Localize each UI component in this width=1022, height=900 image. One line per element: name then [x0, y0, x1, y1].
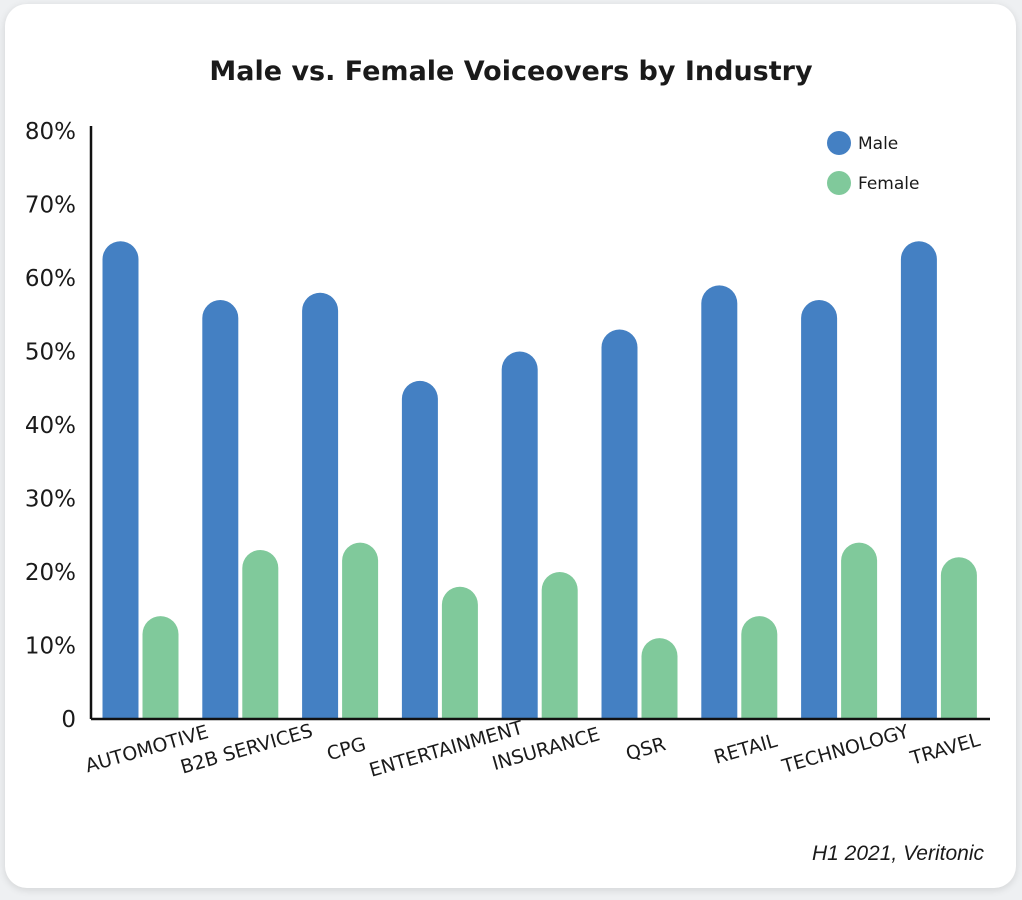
y-tick-label: 20%: [25, 560, 76, 586]
male-bar-insurance: [501, 351, 538, 719]
category-label: TRAVEL: [907, 729, 983, 770]
male-bar-travel: [900, 241, 937, 719]
category-label: TECHNOLOGY: [779, 721, 912, 779]
legend: Male Female: [827, 131, 919, 195]
category-label: CPG: [324, 733, 368, 765]
male-bar-technology: [801, 300, 838, 719]
male-bar-qsr: [601, 329, 638, 719]
source-note: H1 2021, Veritonic: [812, 842, 984, 865]
female-bar-cpg: [342, 542, 379, 719]
male-bar-automotive: [102, 241, 139, 719]
bars-layer: [102, 241, 977, 719]
y-tick-label: 0: [61, 707, 76, 733]
y-tick-label: 50%: [25, 340, 76, 366]
y-tick-label: 60%: [25, 266, 76, 292]
category-label: RETAIL: [712, 730, 780, 769]
female-bar-b2b-services: [242, 549, 279, 719]
male-bar-entertainment: [401, 380, 438, 719]
male-bar-b2b-services: [202, 300, 239, 719]
y-tick-label: 30%: [25, 487, 76, 513]
male-bar-retail: [701, 285, 738, 719]
female-bar-entertainment: [441, 586, 478, 719]
legend-female-swatch: [827, 171, 851, 195]
female-bar-technology: [841, 542, 878, 719]
female-bar-travel: [940, 557, 977, 719]
category-label: QSR: [623, 733, 668, 765]
legend-female-label: Female: [858, 174, 919, 194]
female-bar-qsr: [641, 638, 678, 719]
female-bar-retail: [741, 616, 778, 719]
female-bar-insurance: [541, 572, 578, 719]
y-axis-ticks: 0 10% 20% 30% 40% 50% 60% 70% 80%: [25, 119, 76, 733]
chart-title: Male vs. Female Voiceovers by Industry: [209, 56, 813, 87]
y-tick-label: 10%: [25, 634, 76, 660]
y-tick-label: 70%: [25, 193, 76, 219]
y-tick-label: 80%: [25, 119, 76, 145]
male-bar-cpg: [302, 292, 339, 719]
female-bar-automotive: [142, 616, 179, 719]
legend-male-swatch: [827, 131, 851, 155]
y-tick-label: 40%: [25, 413, 76, 439]
legend-male-label: Male: [858, 134, 898, 154]
